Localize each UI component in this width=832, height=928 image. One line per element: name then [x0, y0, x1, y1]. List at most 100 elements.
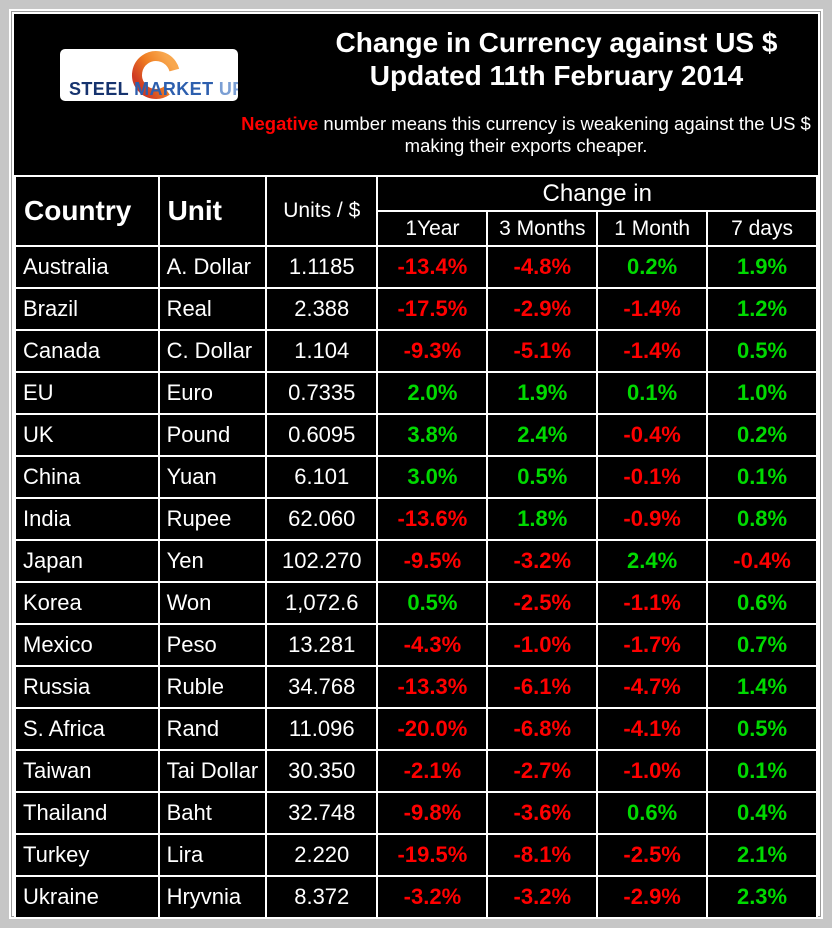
unit-cell: Peso: [157, 623, 268, 667]
change-1year-cell: 3.0%: [376, 455, 489, 499]
table-row: Japan Yen 102.270 -9.5% -3.2% 2.4% -0.4%: [14, 539, 818, 583]
change-3months-cell: -4.8%: [486, 245, 599, 289]
unit-cell: Hryvnia: [157, 875, 268, 919]
unit-cell: Yuan: [157, 455, 268, 499]
unit-cell: C. Dollar: [157, 329, 268, 373]
change-1month-cell: -2.5%: [596, 833, 709, 877]
country-cell: Australia: [14, 245, 160, 289]
country-cell: Taiwan: [14, 749, 160, 793]
change-1month-cell: -0.9%: [596, 497, 709, 541]
change-1year-cell: -9.5%: [376, 539, 489, 583]
change-1month-cell: -1.4%: [596, 329, 709, 373]
change-1year-cell: -4.3%: [376, 623, 489, 667]
units-per-usd-cell: 0.6095: [265, 413, 379, 457]
unit-cell: A. Dollar: [157, 245, 268, 289]
header-period-3months: 3 Months: [486, 210, 599, 247]
unit-cell: Baht: [157, 791, 268, 835]
change-7days-cell: 2.3%: [706, 875, 818, 919]
change-1month-cell: -4.1%: [596, 707, 709, 751]
change-3months-cell: -8.1%: [486, 833, 599, 877]
table-row: Canada C. Dollar 1.104 -9.3% -5.1% -1.4%…: [14, 329, 818, 373]
table-row: Taiwan Tai Dollar 30.350 -2.1% -2.7% -1.…: [14, 749, 818, 793]
table-row: S. Africa Rand 11.096 -20.0% -6.8% -4.1%…: [14, 707, 818, 751]
change-3months-cell: 0.5%: [486, 455, 599, 499]
logo-word-steel: STEEL: [69, 79, 129, 99]
country-cell: Japan: [14, 539, 160, 583]
table-row: Russia Ruble 34.768 -13.3% -6.1% -4.7% 1…: [14, 665, 818, 709]
change-1year-cell: -2.1%: [376, 749, 489, 793]
table-row: EU Euro 0.7335 2.0% 1.9% 0.1% 1.0%: [14, 371, 818, 415]
header-unit: Unit: [157, 175, 268, 247]
unit-cell: Tai Dollar: [157, 749, 268, 793]
change-1month-cell: 0.2%: [596, 245, 709, 289]
country-cell: UK: [14, 413, 160, 457]
units-per-usd-cell: 1,072.6: [265, 581, 379, 625]
title-line-2: Updated 11th February 2014: [369, 60, 744, 91]
unit-cell: Yen: [157, 539, 268, 583]
change-1month-cell: -1.1%: [596, 581, 709, 625]
negative-note: Negative number means this currency is w…: [236, 113, 816, 157]
change-7days-cell: 0.6%: [706, 581, 818, 625]
change-1year-cell: 3.8%: [376, 413, 489, 457]
header-country: Country: [14, 175, 160, 247]
steel-market-update-logo: STEEL MARKET UPDATE: [60, 49, 238, 101]
change-7days-cell: 0.4%: [706, 791, 818, 835]
table-header: Country Unit Units / $ Change in 1Year 3…: [14, 175, 818, 247]
change-3months-cell: 1.8%: [486, 497, 599, 541]
unit-cell: Rand: [157, 707, 268, 751]
change-1year-cell: -17.5%: [376, 287, 489, 331]
title-line-1: Change in Currency against US $: [335, 27, 778, 58]
country-cell: Brazil: [14, 287, 160, 331]
change-1year-cell: -13.4%: [376, 245, 489, 289]
table-row: Ukraine Hryvnia 8.372 -3.2% -3.2% -2.9% …: [14, 875, 818, 919]
change-1year-cell: 0.5%: [376, 581, 489, 625]
change-7days-cell: 1.4%: [706, 665, 818, 709]
change-1month-cell: -1.4%: [596, 287, 709, 331]
units-per-usd-cell: 2.388: [265, 287, 379, 331]
change-1month-cell: 0.1%: [596, 371, 709, 415]
change-1month-cell: -0.4%: [596, 413, 709, 457]
change-7days-cell: 0.5%: [706, 329, 818, 373]
change-1year-cell: -20.0%: [376, 707, 489, 751]
unit-cell: Lira: [157, 833, 268, 877]
change-1month-cell: -2.9%: [596, 875, 709, 919]
table-row: Brazil Real 2.388 -17.5% -2.9% -1.4% 1.2…: [14, 287, 818, 331]
change-7days-cell: 2.1%: [706, 833, 818, 877]
change-1month-cell: 2.4%: [596, 539, 709, 583]
units-per-usd-cell: 102.270: [265, 539, 379, 583]
change-1month-cell: -0.1%: [596, 455, 709, 499]
change-3months-cell: -2.7%: [486, 749, 599, 793]
change-1year-cell: 2.0%: [376, 371, 489, 415]
header-period-7days: 7 days: [706, 210, 818, 247]
change-3months-cell: -2.5%: [486, 581, 599, 625]
country-cell: India: [14, 497, 160, 541]
units-per-usd-cell: 30.350: [265, 749, 379, 793]
table-row: Turkey Lira 2.220 -19.5% -8.1% -2.5% 2.1…: [14, 833, 818, 877]
header-period-1month: 1 Month: [596, 210, 709, 247]
change-3months-cell: -6.8%: [486, 707, 599, 751]
change-3months-cell: 2.4%: [486, 413, 599, 457]
units-per-usd-cell: 6.101: [265, 455, 379, 499]
change-3months-cell: -3.6%: [486, 791, 599, 835]
note-highlight: Negative: [241, 113, 319, 134]
unit-cell: Pound: [157, 413, 268, 457]
change-7days-cell: 0.5%: [706, 707, 818, 751]
unit-cell: Euro: [157, 371, 268, 415]
logo-word-update: UPDATE: [218, 79, 238, 99]
table-row: China Yuan 6.101 3.0% 0.5% -0.1% 0.1%: [14, 455, 818, 499]
change-7days-cell: 0.1%: [706, 749, 818, 793]
units-per-usd-cell: 34.768: [265, 665, 379, 709]
change-1year-cell: -13.6%: [376, 497, 489, 541]
change-3months-cell: 1.9%: [486, 371, 599, 415]
table-body: Australia A. Dollar 1.1185 -13.4% -4.8% …: [14, 245, 818, 919]
country-cell: Canada: [14, 329, 160, 373]
change-7days-cell: 0.8%: [706, 497, 818, 541]
change-1year-cell: -3.2%: [376, 875, 489, 919]
orange-crescent-icon: [132, 51, 180, 99]
change-7days-cell: -0.4%: [706, 539, 818, 583]
change-1year-cell: -9.8%: [376, 791, 489, 835]
units-per-usd-cell: 32.748: [265, 791, 379, 835]
infographic-frame: STEEL MARKET UPDATE Change in Currency a…: [14, 14, 818, 919]
change-7days-cell: 0.2%: [706, 413, 818, 457]
